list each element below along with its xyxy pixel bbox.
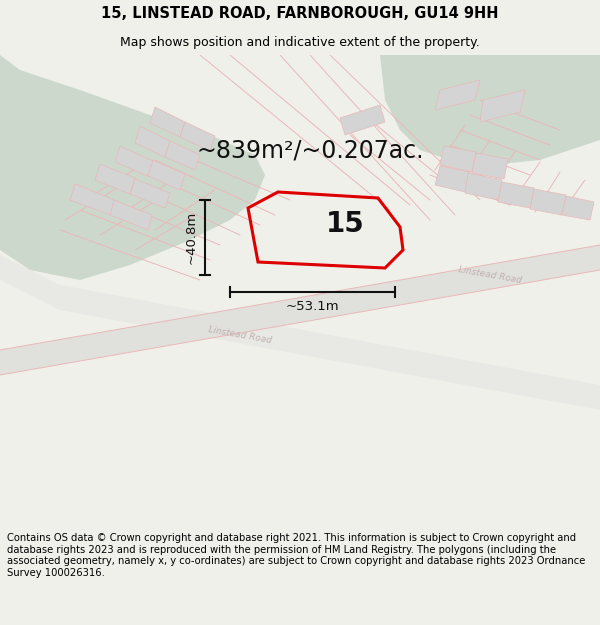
Text: ~53.1m: ~53.1m: [286, 301, 340, 314]
Polygon shape: [180, 122, 215, 151]
Polygon shape: [435, 166, 470, 192]
Polygon shape: [110, 200, 152, 230]
Text: ~839m²/~0.207ac.: ~839m²/~0.207ac.: [196, 138, 424, 162]
Polygon shape: [465, 173, 502, 200]
Polygon shape: [435, 80, 480, 110]
Text: Map shows position and indicative extent of the property.: Map shows position and indicative extent…: [120, 36, 480, 49]
Polygon shape: [150, 107, 185, 137]
Polygon shape: [530, 189, 566, 215]
Polygon shape: [340, 105, 385, 135]
Polygon shape: [135, 126, 170, 157]
Text: Linstead Road: Linstead Road: [458, 265, 523, 285]
Text: 15, LINSTEAD ROAD, FARNBOROUGH, GU14 9HH: 15, LINSTEAD ROAD, FARNBOROUGH, GU14 9HH: [101, 6, 499, 21]
Text: Contains OS data © Crown copyright and database right 2021. This information is : Contains OS data © Crown copyright and d…: [7, 533, 586, 578]
Text: ~40.8m: ~40.8m: [185, 211, 197, 264]
Polygon shape: [380, 55, 600, 165]
Polygon shape: [115, 146, 153, 176]
Polygon shape: [148, 160, 185, 190]
Polygon shape: [70, 184, 115, 215]
Polygon shape: [0, 255, 600, 410]
Polygon shape: [472, 153, 508, 179]
Polygon shape: [480, 90, 525, 122]
Polygon shape: [498, 182, 534, 208]
Text: 15: 15: [326, 210, 365, 238]
Polygon shape: [562, 196, 594, 220]
Polygon shape: [95, 164, 135, 194]
Polygon shape: [0, 55, 265, 280]
Polygon shape: [0, 245, 600, 375]
Polygon shape: [130, 179, 170, 208]
Text: Linstead Road: Linstead Road: [208, 325, 272, 345]
Polygon shape: [440, 146, 476, 172]
Polygon shape: [165, 141, 200, 170]
